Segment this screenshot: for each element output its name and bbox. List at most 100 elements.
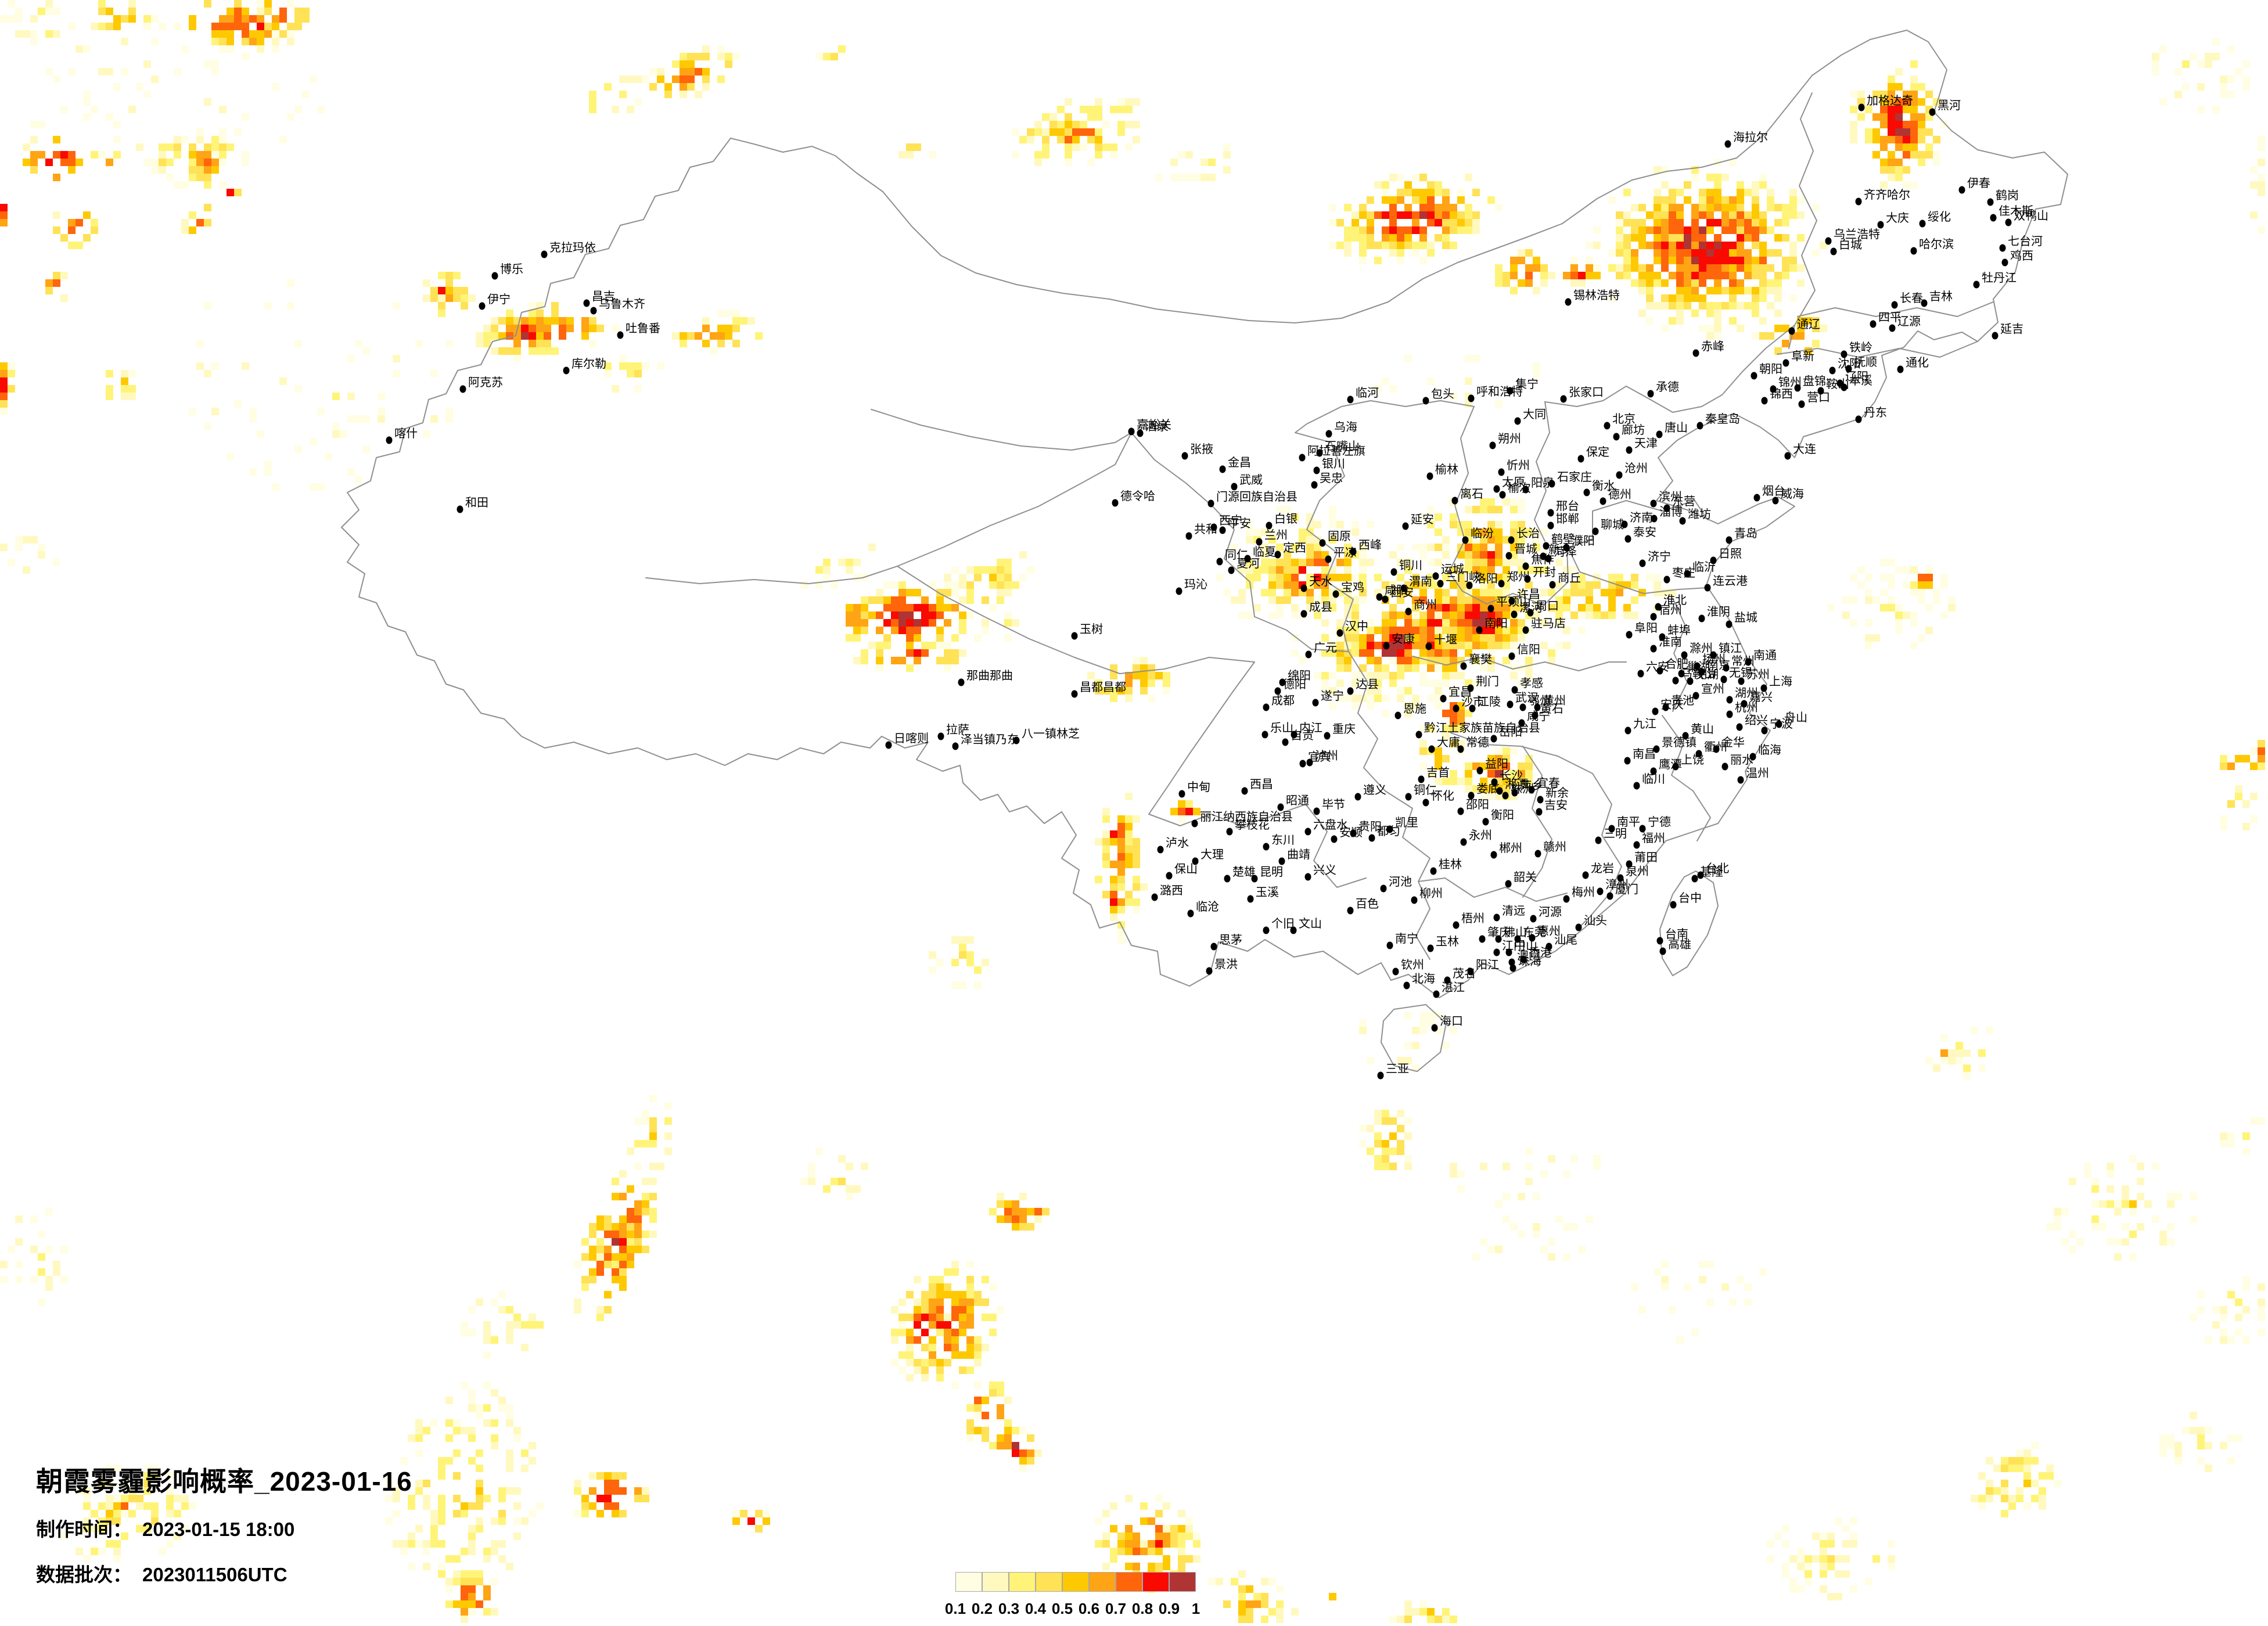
heat-cell: [536, 317, 544, 325]
city-marker: 四平: [1870, 311, 1902, 328]
heat-cell: [181, 45, 189, 53]
heat-cell: [468, 1593, 476, 1600]
heat-cell: [1253, 528, 1261, 536]
heat-cell: [1472, 544, 1480, 551]
heat-cell: [1706, 211, 1714, 219]
heat-cell: [944, 1268, 951, 1276]
heat-cell: [1676, 317, 1684, 325]
heat-cell: [1533, 362, 1540, 370]
heat-cell: [1246, 1608, 1253, 1616]
province-border: [1534, 401, 1550, 542]
heat-cell: [1095, 106, 1102, 113]
heat-cell: [1012, 151, 1019, 159]
heat-cell: [1835, 1593, 1842, 1600]
heat-cell: [649, 1140, 657, 1147]
heat-cell: [974, 1382, 982, 1389]
heat-cell: [279, 30, 287, 38]
heat-cell: [1284, 589, 1291, 596]
heat-cell: [476, 1487, 483, 1495]
heat-cell: [997, 1306, 1004, 1314]
heat-cell: [1540, 1170, 1548, 1178]
city-label: 运城: [1441, 563, 1464, 576]
heat-cell: [1895, 174, 1903, 181]
city-marker: 南阳: [1476, 617, 1508, 634]
heat-cell: [589, 91, 596, 98]
heat-cell: [2129, 1155, 2137, 1163]
heat-cell: [1472, 574, 1480, 581]
heat-cell: [1268, 574, 1276, 581]
heat-cell: [1457, 642, 1465, 649]
heat-cell: [1487, 611, 1495, 619]
heat-cell: [619, 1223, 627, 1231]
heat-cell: [1397, 196, 1404, 204]
city-marker: 阿拉善左旗: [1299, 444, 1365, 462]
city-label: 唐山: [1665, 421, 1688, 434]
heat-cell: [1480, 611, 1487, 619]
heat-cell: [529, 1510, 536, 1517]
heat-cell: [1359, 544, 1367, 551]
heat-cell: [1593, 581, 1601, 589]
city-marker: 汉中: [1336, 620, 1368, 637]
heat-cell: [483, 1585, 491, 1593]
heat-cell: [189, 211, 196, 219]
heat-cell: [1336, 219, 1344, 226]
heat-cell: [498, 1517, 506, 1525]
city-marker: 秦皇岛: [1696, 412, 1740, 430]
heat-cell: [2258, 740, 2265, 747]
heat-cell: [1797, 1563, 1805, 1570]
heat-cell: [468, 1548, 476, 1555]
city-label: 临沧: [1196, 900, 1219, 913]
heat-cell: [2258, 136, 2265, 143]
heat-cell: [1133, 853, 1140, 861]
city-dot: [1206, 967, 1213, 975]
heat-cell: [966, 1291, 974, 1298]
city-dot: [1440, 695, 1447, 703]
heat-cell: [1510, 642, 1518, 649]
heat-cell: [1389, 679, 1397, 687]
heat-cell: [1805, 1563, 1812, 1570]
heat-cell: [1669, 302, 1676, 310]
heat-cell: [898, 1366, 906, 1374]
heat-cell: [483, 1351, 491, 1359]
heat-cell: [1442, 596, 1450, 604]
heat-cell: [1669, 211, 1676, 219]
city-dot: [1537, 796, 1544, 804]
city-label: 阜阳: [1634, 621, 1658, 635]
heat-cell: [2205, 1465, 2212, 1472]
heat-cell: [596, 1253, 604, 1261]
heat-cell: [30, 15, 38, 23]
heat-cell: [204, 181, 211, 189]
city-marker: 潞西: [1151, 884, 1183, 901]
heat-cell: [929, 642, 936, 649]
heat-cell: [997, 589, 1004, 596]
heat-cell: [151, 159, 159, 166]
city-label: 黄山: [1691, 722, 1714, 736]
heat-cell: [219, 23, 227, 30]
heat-cell: [1737, 1276, 1744, 1283]
heat-cell: [1654, 211, 1661, 219]
heat-cell: [1367, 234, 1374, 242]
heat-cell: [649, 83, 657, 91]
city-marker: 门源回族自治县: [1207, 490, 1297, 508]
heat-cell: [1895, 604, 1903, 611]
heat-cell: [619, 362, 627, 370]
city-label: 玉树: [1080, 623, 1103, 636]
heat-cell: [1095, 136, 1102, 143]
heat-cell: [1518, 679, 1525, 687]
city-marker: 淮北: [1655, 593, 1687, 611]
city-marker: 铜仁: [1405, 783, 1437, 801]
heat-cell: [1170, 174, 1178, 181]
city-label: 锦西: [1770, 387, 1793, 401]
heat-cell: [619, 1487, 627, 1495]
province-border: [1254, 616, 1349, 652]
heat-cell: [378, 415, 385, 423]
heat-cell: [1427, 196, 1435, 204]
heat-cell: [1110, 891, 1117, 898]
heat-cell: [1412, 596, 1419, 604]
heat-cell: [589, 1231, 596, 1238]
heat-cell: [1654, 166, 1661, 174]
heat-cell: [1570, 264, 1578, 272]
heat-cell: [1442, 219, 1450, 226]
heat-cell: [959, 1321, 966, 1329]
heat-cell: [1442, 778, 1450, 785]
